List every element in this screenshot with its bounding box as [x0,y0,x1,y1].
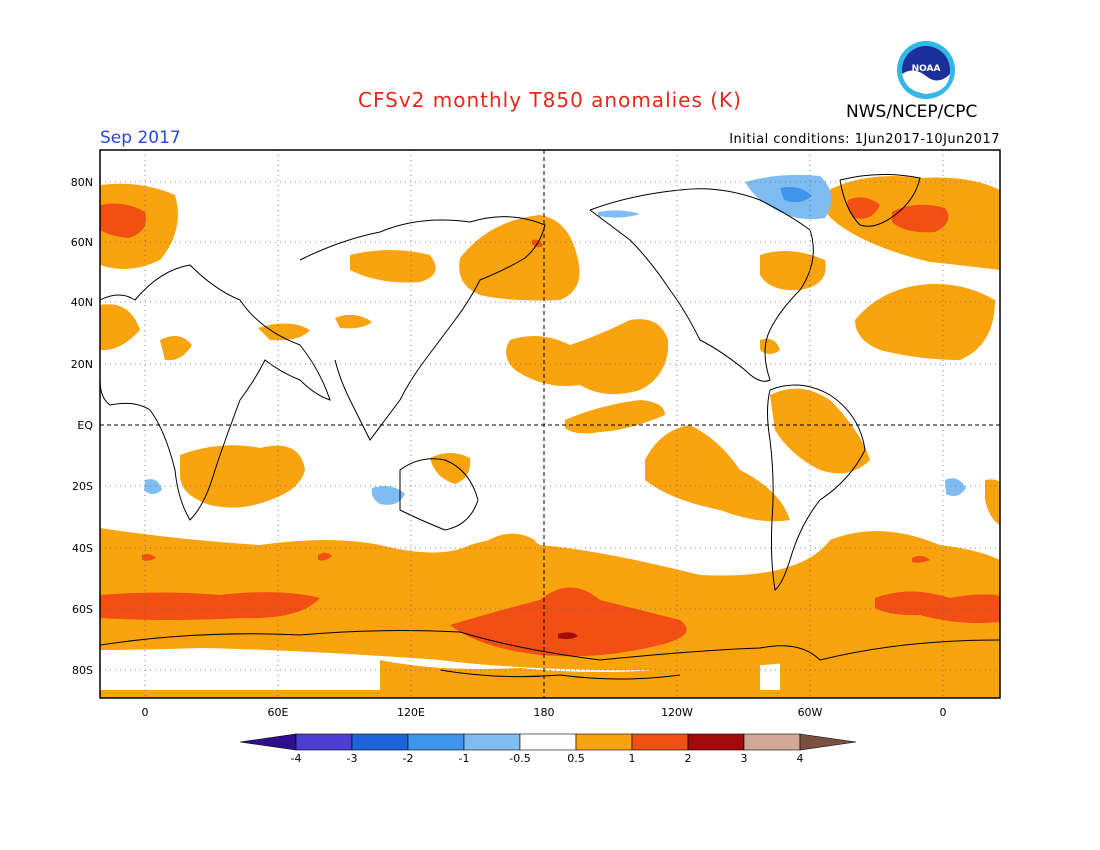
coast-antarctica-inner [439,669,681,680]
africa-south-warm-anomaly [180,445,305,508]
colorbar-swatch [687,733,745,751]
colorbar-swatch [575,733,633,751]
colorbar-label: 1 [629,752,636,765]
lat-tick-label: 40N [71,296,93,309]
indian-ocean-dot-strong [142,554,156,561]
lon-tick-label: 0 [940,706,947,719]
australia-cool-anomaly [371,486,405,505]
latitude-axis: 80N 60N 40N 20N EQ 20S 40S 60S 80S [71,176,94,677]
lon-tick-label: 60W [798,706,823,719]
arabia-warm-anomaly [100,304,140,351]
colorbar-swatch [407,733,465,751]
tasman-warm-anomaly [480,533,536,570]
lon-tick-label: 180 [534,706,555,719]
colorbar-label: 4 [797,752,804,765]
europe-strong-anomaly [100,203,146,238]
colorbar-label: -3 [347,752,358,765]
coast-australia [399,458,479,531]
lon-tick-label: 120W [661,706,693,719]
greenland-strong-anomaly-1 [847,197,880,219]
south-pacific-subtropic-warm [645,425,790,522]
south-atlantic-east-strong-anomaly [875,591,1000,624]
longitude-axis: 0 60E 120E 180 120W 60W 0 [142,706,947,719]
colorbar-swatch [743,733,801,751]
bering-warm-anomaly [459,215,580,301]
coast-europe-africa [100,264,331,521]
south-atlantic-east-warm [985,479,1000,525]
colorbar-swatch [463,733,521,751]
initial-conditions-label: Initial conditions: 1Jun2017-10Jun2017 [729,132,1000,147]
lat-tick-label: 20N [71,358,93,371]
lat-tick-label: 60S [72,603,93,616]
coast-north-america [589,188,814,382]
greenland-strong-anomaly-2 [892,204,949,233]
map-frame [99,149,1001,699]
valid-month-label: Sep 2017 [100,128,181,148]
agency-label: NWS/NCEP/CPC [846,102,978,122]
colorbar: -4 -3 -2 -1 -0.5 0.5 1 2 3 4 [239,733,857,765]
lat-tick-label: 40S [72,542,93,555]
lat-tick-label: 20S [72,480,93,493]
west-indian-warm [258,323,310,341]
colorbar-label: -1 [459,752,470,765]
colorbar-label: -0.5 [509,752,530,765]
colorbar-label: 2 [685,752,692,765]
lat-tick-label: 80N [71,176,93,189]
north-america-warm-anomaly [760,251,826,291]
south-america-warm-anomaly [770,388,870,474]
anomaly-fields [100,150,1000,698]
colorbar-swatch [519,733,577,751]
south-pacific-strong-anomaly [450,587,687,657]
south-pacific-core-anomaly [558,632,578,640]
colorbar-label: -4 [291,752,302,765]
colorbar-arrow-high [799,733,857,751]
equator-dateline [100,150,1000,698]
noaa-logo-text: NOAA [912,64,941,74]
coast-greenland [839,173,921,227]
lat-tick-label: 60N [71,236,93,249]
asia-warm-anomaly [350,250,436,283]
lon-tick-label: 60E [268,706,289,719]
indian-ocean-dot-strong-2 [318,552,332,561]
canada-arctic-cool-core [780,187,812,203]
coast-south-america [767,384,866,591]
atlantic-dot-strong [912,555,930,563]
colorbar-arrow-low [239,733,297,751]
lon-tick-label: 120E [397,706,425,719]
colorbar-label: 0.5 [567,752,585,765]
north-atlantic-east-warm [855,284,995,360]
coast-antarctica [100,630,1000,661]
ross-sea-warm-anomaly [380,660,760,690]
gridlines [100,150,1000,698]
lon-tick-label: 0 [142,706,149,719]
asia-mid-warm [335,314,372,329]
mideast-warm-anomaly [160,336,192,361]
colorbar-swatch [351,733,409,751]
south-atlantic-indian-strong-anomaly [100,592,320,620]
coastlines [100,173,1000,680]
colorbar-swatch [295,733,353,751]
central-pacific-warm-anomaly [506,319,669,394]
map-title: CFSv2 monthly T850 anomalies (K) [358,88,742,112]
noaa-logo-icon: NOAA [897,41,955,99]
lat-tick-label: 80S [72,664,93,677]
colorbar-label: -2 [403,752,414,765]
lat-tick-label: EQ [77,419,93,432]
indian-ocean-cool-dot [144,479,162,494]
siberia-cool-anomaly [598,210,640,218]
coast-asia [299,216,546,441]
colorbar-label: 3 [741,752,748,765]
antarctic-coast-warm-anomaly [100,690,1000,698]
south-atlantic-cool-anomaly [945,478,966,496]
north-australia-warm [430,453,471,484]
colorbar-swatch [631,733,689,751]
